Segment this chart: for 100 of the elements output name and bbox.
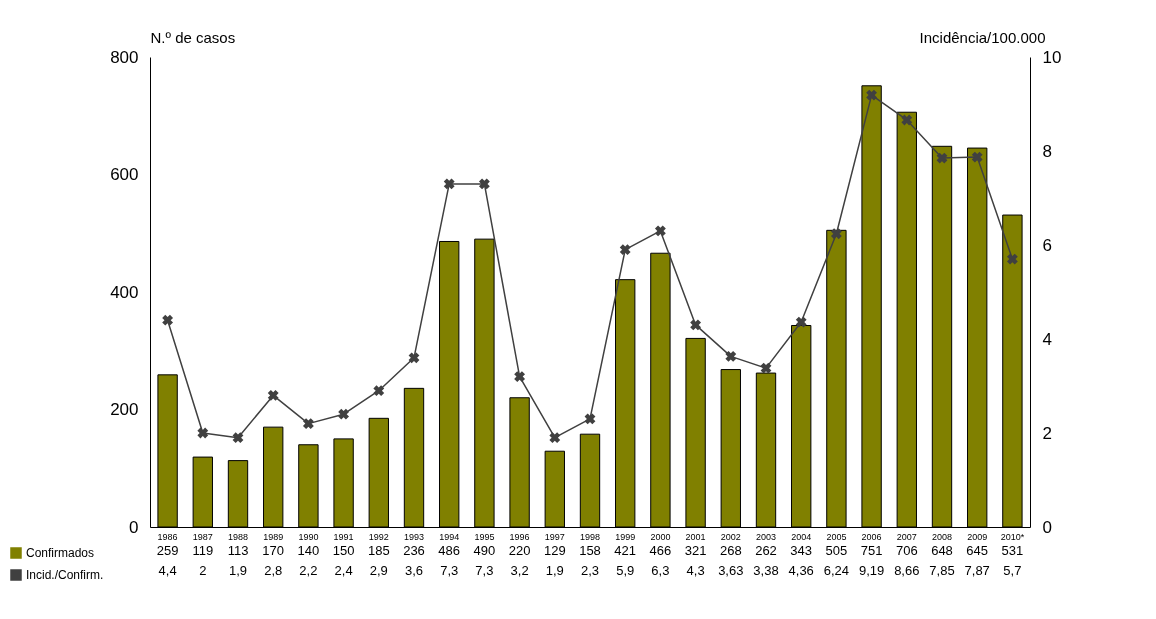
x-tick-label: 1993 [403,531,425,542]
point [514,371,526,383]
point [654,225,666,237]
data-label: 505 [825,543,848,558]
point [302,418,314,430]
legend-label: Incid./Confirm. [26,568,104,582]
point [1006,253,1018,265]
data-label: 3,63 [718,563,744,578]
data-label: 4,36 [788,563,814,578]
data-label: 490 [473,543,496,558]
point [971,151,983,163]
data-label: 113 [227,543,249,558]
x-tick-label: 1995 [474,531,495,542]
data-label: 6,3 [651,563,670,578]
data-label: 2,3 [580,563,600,578]
point [443,178,455,190]
x-tick-label: 2000 [650,531,671,542]
y-tick-label: 200 [110,400,139,419]
data-label: 648 [931,543,953,558]
data-label: 4,3 [686,563,705,578]
data-label: 645 [966,543,989,558]
data-label: 321 [684,543,707,558]
x-tick-label: 2001 [685,531,706,542]
x-tick-label: 1996 [509,531,530,542]
x-tick-label: 2002 [720,531,741,542]
point [197,427,209,439]
y2-tick-label: 8 [1042,141,1052,161]
point [901,114,913,126]
data-label: 7,3 [440,563,459,578]
data-label: 262 [755,543,777,558]
x-tick-label: 1999 [615,531,636,542]
point [162,314,174,326]
data-label: 3,38 [753,563,779,578]
x-tick-label: 1994 [439,531,460,542]
point [478,178,490,190]
y-axis-title: N.º de casos [150,28,236,46]
x-tick-label: 1987 [192,531,213,542]
y-tick-label: 0 [129,517,139,537]
point [408,352,420,364]
data-label: 5,9 [616,563,635,578]
data-label: 220 [508,543,531,558]
y2-tick-label: 10 [1042,47,1062,67]
data-label: 268 [719,543,742,558]
data-label: 751 [860,543,883,558]
x-tick-label: 1998 [579,531,601,542]
data-label: 5,7 [1003,563,1022,578]
x-tick-label: 1989 [263,531,284,542]
data-label: 421 [614,543,637,558]
point [232,432,244,444]
data-label: 6,24 [823,563,850,578]
x-tick-label: 2007 [896,531,917,542]
data-label: 343 [790,543,813,558]
x-tick-label: 2008 [931,531,953,542]
x-tick-label: 2005 [826,531,847,542]
point [936,152,948,164]
x-tick-label: 2004 [791,531,812,542]
point [760,362,772,374]
data-label: 2 [199,563,207,578]
point [338,408,350,420]
y2-tick-label: 2 [1042,423,1052,443]
data-label: 2,4 [334,563,353,578]
point [619,244,631,256]
point [866,89,878,101]
data-label: 7,87 [964,563,990,578]
data-label: 3,6 [404,563,424,578]
y-tick-label: 400 [110,282,139,302]
x-tick-label: 2006 [861,531,882,542]
data-label: 2,8 [264,563,283,578]
point [549,432,561,444]
data-label: 3,2 [510,563,529,578]
y-tick-label: 600 [110,165,139,184]
point [267,389,279,401]
data-label: 706 [895,543,918,558]
data-label: 129 [543,543,566,558]
y2-tick-label: 4 [1042,329,1052,349]
data-label: 7,3 [475,563,494,578]
data-label: 140 [297,543,320,558]
x-tick-label: 2010* [1000,531,1025,542]
data-label: 4,4 [158,563,177,578]
data-label: 2,9 [369,563,388,578]
data-label: 119 [192,543,214,558]
point [725,350,737,362]
x-tick-label: 2009 [967,531,988,542]
point [830,228,842,240]
data-label: 170 [262,543,285,558]
data-label: 259 [156,543,179,558]
data-label: 8,66 [894,563,920,578]
data-label: 1,9 [545,563,564,578]
y-tick-label: 800 [110,47,139,67]
data-label: 2,2 [299,563,318,578]
legend-label: Confirmados [26,546,95,560]
point [795,316,807,328]
data-label: 7,85 [929,563,955,578]
x-tick-label: 1991 [333,531,354,542]
y2-tick-label: 6 [1042,235,1052,255]
y2-axis-title: Incidência/100.000 [919,28,1046,46]
data-label: 531 [1001,543,1024,558]
data-label: 9,19 [858,563,885,578]
data-label: 486 [438,543,461,558]
y2-tick-label: 0 [1042,517,1052,537]
